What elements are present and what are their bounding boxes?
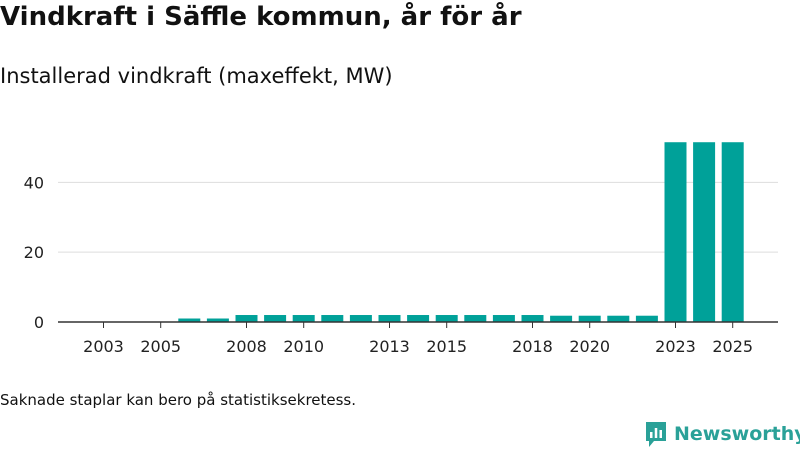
x-tick-label: 2003	[83, 337, 124, 356]
chart-subtitle: Installerad vindkraft (maxeffekt, MW)	[0, 64, 393, 88]
bar-2007	[206, 318, 229, 322]
bar-2024	[693, 142, 716, 322]
bar-2021	[607, 315, 630, 322]
x-tick-label: 2013	[369, 337, 410, 356]
y-tick-label: 40	[24, 173, 44, 192]
bar-2020	[578, 315, 601, 322]
newsworthy-logo-icon	[646, 422, 666, 447]
bar-2013	[378, 315, 401, 322]
bar-2012	[349, 315, 372, 322]
x-tick-label: 2005	[140, 337, 181, 356]
bar-2015	[435, 315, 458, 322]
bar-2010	[292, 315, 315, 322]
bar-chart: 0 20 40 2003 2005 2008 2010 2013 2015 2018 2020 202…	[24, 142, 778, 356]
x-tick-label: 2020	[569, 337, 610, 356]
x-tick-label: 2018	[512, 337, 553, 356]
x-tick-label: 2010	[283, 337, 324, 356]
bar-2017	[492, 315, 515, 322]
bar-2025	[721, 142, 744, 322]
bar-2006	[178, 318, 201, 322]
bar-2023	[664, 142, 687, 322]
bar-2008	[235, 315, 258, 322]
y-tick-label: 0	[34, 313, 44, 332]
brand-logo[interactable]: Newsworthy	[644, 420, 800, 448]
bar-2014	[407, 315, 430, 322]
chart-title: Vindkraft i Säffle kommun, år för år	[0, 2, 522, 32]
y-tick-label: 20	[24, 243, 44, 262]
bar-2022	[635, 315, 658, 322]
x-tick-label: 2015	[426, 337, 467, 356]
x-tick-label: 2025	[712, 337, 753, 356]
bar-2009	[264, 315, 287, 322]
bar-2018	[521, 315, 544, 322]
bar-2019	[550, 315, 573, 322]
footnote: Saknade staplar kan bero på statistiksek…	[0, 391, 357, 409]
brand-name: Newsworthy	[674, 423, 800, 445]
bar-2011	[321, 315, 344, 322]
x-tick-label: 2008	[226, 337, 267, 356]
bar-2016	[464, 315, 487, 322]
x-tick-label: 2023	[655, 337, 696, 356]
